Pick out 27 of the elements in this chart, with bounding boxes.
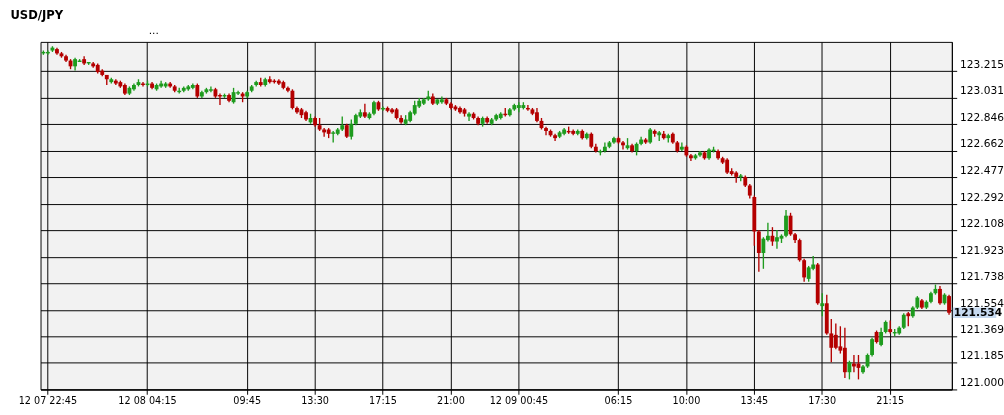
x-tick-label: 17:15 [369,395,397,407]
x-tick-label: 13:45 [740,395,769,407]
x-tick-label: 12 07 22:45 [18,395,78,407]
x-tick-label: 06:15 [604,395,633,407]
x-tick-label: 21:15 [876,395,905,407]
y-tick-label: 121.923 [960,243,1004,257]
y-tick-label: 121.738 [960,270,1004,284]
y-tick-label: 121.000 [960,376,1004,390]
x-tick-label: 09:45 [233,395,262,407]
y-tick-label: 122.292 [960,190,1004,204]
y-tick-label: 122.662 [960,137,1004,151]
x-tick-label: 10:00 [672,395,701,407]
x-tick-label: 12 08 04:15 [118,395,177,407]
ref-line-label: 121.534 [953,305,1003,319]
y-tick-label: 122.108 [960,216,1004,230]
x-tick-label: 13:30 [301,395,329,407]
y-tick-label: 122.846 [960,110,1004,124]
y-tick-label: 123.031 [960,84,1004,98]
y-tick-label: 123.215 [960,57,1004,71]
y-tick-label: 121.369 [960,323,1004,337]
x-tick-label: 12 09 00:45 [489,395,549,407]
text: ... [148,24,159,38]
y-tick-label: 122.477 [960,163,1004,177]
x-tick-label: 21:00 [437,395,465,407]
chart-title: USD/JPY [10,7,64,22]
x-tick-label: 17:30 [808,395,837,407]
y-tick-label: 121.185 [960,349,1004,363]
